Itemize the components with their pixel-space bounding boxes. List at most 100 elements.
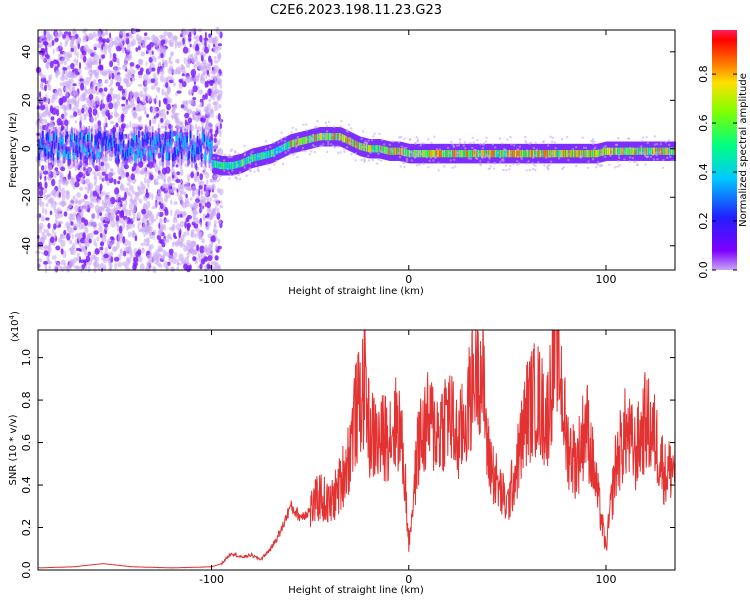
- spectrogram-noise-cell: [133, 256, 139, 263]
- spectrogram-noise-cell: [217, 238, 221, 245]
- spectrogram-faint-cell: [411, 154, 414, 157]
- spectrogram-noise-cell: [113, 205, 116, 212]
- spectrogram-noise-cell: [161, 46, 167, 54]
- spectrogram-noise-cell: [219, 123, 222, 129]
- spectrogram-noise-cell: [70, 227, 75, 234]
- spectrogram-noise-cell: [176, 259, 180, 266]
- spectrogram-noise-cell: [49, 60, 54, 69]
- spectrogram-noise-cell: [176, 171, 181, 176]
- spectrogram-noise-cell: [61, 58, 64, 65]
- spectrogram-faint-cell: [254, 163, 258, 166]
- spectrogram-noise-cell: [174, 43, 177, 49]
- spectrogram-faint-cell: [509, 151, 512, 154]
- spectrogram-noise-cell: [52, 203, 57, 211]
- spectrogram-noise-cell: [101, 103, 105, 109]
- spectrogram-noise-cell: [116, 67, 122, 71]
- spectrogram-noise-cell: [157, 87, 160, 94]
- spectrogram-noise-cell: [207, 64, 211, 72]
- spectrogram-noise-cell: [132, 28, 136, 34]
- spectrogram-noise-cell: [165, 96, 170, 100]
- spectrogram-faint-cell: [215, 151, 218, 155]
- spectrogram-noise-cell: [43, 245, 49, 249]
- spectrogram-noise-cell: [138, 198, 143, 204]
- spectrogram-faint-cell: [245, 174, 248, 177]
- spectrogram-noise-cell: [105, 28, 108, 34]
- spectrogram-noise-cell: [108, 37, 114, 41]
- spectrogram-faint-cell: [662, 158, 665, 162]
- spectrogram-noise-cell: [117, 100, 120, 107]
- spectrogram-noise-cell: [102, 39, 105, 48]
- spectrogram-noise-cell: [193, 62, 196, 70]
- spectrogram-ridge-core: [58, 149, 61, 158]
- spectrogram-noise-cell: [103, 223, 109, 228]
- spectrogram-faint-cell: [231, 169, 234, 172]
- spectrogram-noise-cell: [103, 253, 109, 259]
- spectrogram-noise-cell: [108, 83, 112, 88]
- spectrogram-faint-cell: [363, 159, 367, 162]
- spectrogram-faint-cell: [370, 149, 373, 152]
- spectrogram-noise-cell: [153, 182, 160, 186]
- spectrogram-x-ticks: -100 0 100: [199, 30, 616, 286]
- spectrogram-faint-cell: [301, 146, 305, 150]
- spectrogram-faint-cell: [380, 159, 383, 162]
- spectrogram-faint-cell: [216, 156, 220, 160]
- spectrogram-y-tick-label: -20: [20, 188, 33, 206]
- spectrogram-noise-cell: [218, 79, 222, 86]
- spectrogram-noise-cell: [66, 265, 69, 273]
- spectrogram-faint-cell: [644, 163, 647, 166]
- spectrogram-ridge-core: [122, 140, 125, 148]
- spectrogram-faint-cell: [304, 150, 307, 153]
- spectrogram-faint-cell: [534, 164, 537, 167]
- spectrogram-noise-cell: [206, 69, 210, 75]
- spectrogram-noise-cell: [149, 119, 152, 127]
- spectrogram-noise-cell: [140, 226, 144, 233]
- spectrogram-noise-cell: [195, 43, 199, 51]
- spectrogram-ridge-core: [83, 146, 86, 154]
- spectrogram-noise-cell: [87, 48, 92, 54]
- spectrogram-faint-cell: [398, 156, 402, 159]
- spectrogram-faint-cell: [562, 166, 566, 169]
- spectrogram-noise-cell: [100, 109, 106, 115]
- spectrogram-noise-cell: [162, 64, 165, 69]
- spectrogram-noise-cell: [100, 205, 106, 210]
- spectrogram-noise-cell: [199, 161, 202, 166]
- spectrogram-faint-cell: [367, 159, 371, 162]
- spectrogram-noise-cell: [121, 170, 126, 179]
- spectrogram-noise-cell: [134, 235, 138, 242]
- spectrogram-noise-cell: [214, 255, 219, 261]
- spectrogram-faint-cell: [388, 143, 392, 146]
- spectrogram-noise-cell: [89, 219, 94, 228]
- spectrogram-noise-cell: [191, 185, 197, 192]
- spectrogram-noise-cell: [36, 105, 41, 110]
- spectrogram-noise-cell: [189, 32, 192, 36]
- spectrogram-noise-cell: [206, 201, 212, 209]
- spectrogram-faint-cell: [628, 160, 631, 163]
- spectrogram-faint-cell: [549, 160, 553, 163]
- spectrogram-faint-cell: [496, 151, 500, 154]
- spectrogram-faint-cell: [281, 146, 285, 150]
- spectrogram-noise-cell: [110, 111, 114, 115]
- spectrogram-faint-cell: [228, 156, 232, 159]
- spectrogram-noise-cell: [83, 238, 89, 244]
- spectrogram-ridge-core: [151, 132, 154, 140]
- spectrogram-noise-cell: [146, 200, 151, 209]
- spectrogram-faint-cell: [532, 154, 536, 157]
- spectrogram-faint-cell: [489, 165, 492, 168]
- spectrogram-noise-cell: [201, 115, 206, 119]
- spectrogram-noise-cell: [150, 225, 153, 232]
- spectrogram-noise-cell: [204, 62, 209, 68]
- spectrogram-noise-cell: [199, 245, 205, 254]
- spectrogram-noise-cell: [62, 250, 67, 259]
- colorbar-tick-label: 0.4: [697, 163, 710, 181]
- spectrogram-noise-cell: [209, 89, 211, 97]
- spectrogram-noise-cell: [110, 79, 114, 85]
- spectrogram-noise-cell: [81, 225, 86, 230]
- spectrogram-noise-cell: [125, 37, 130, 45]
- spectrogram-ridge-core: [133, 153, 136, 161]
- spectrogram-noise-cell: [189, 244, 195, 252]
- spectrogram-noise-cell: [92, 108, 98, 116]
- spectrogram-noise-cell: [188, 99, 194, 105]
- spectrogram-noise-cell: [73, 58, 79, 63]
- spectrogram-noise-cell: [117, 261, 123, 268]
- spectrogram-ridge-core: [118, 144, 120, 152]
